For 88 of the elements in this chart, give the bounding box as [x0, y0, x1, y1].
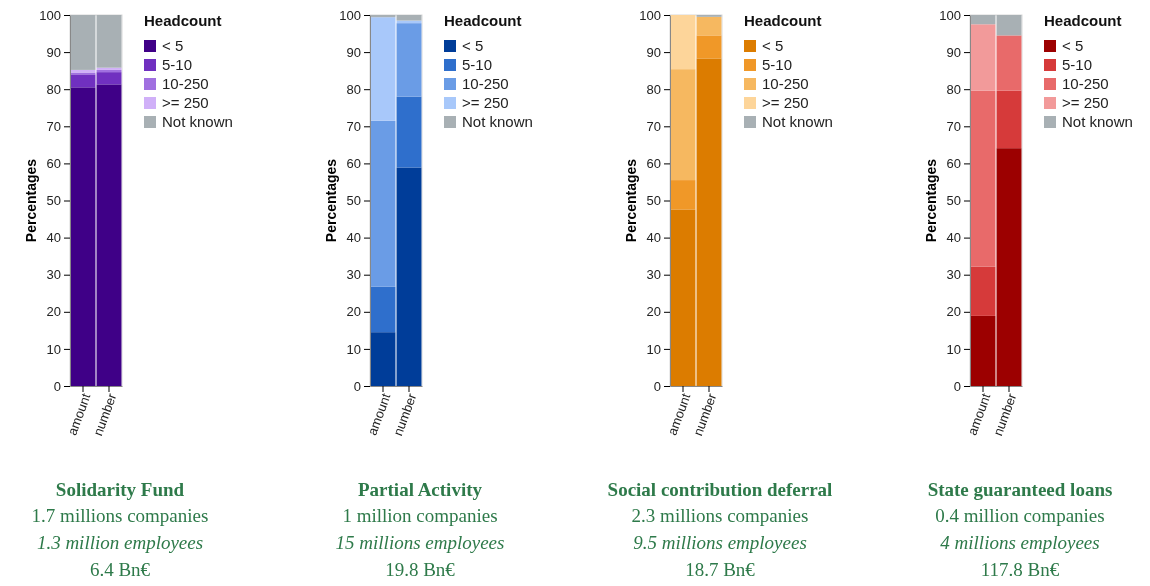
legend-label: < 5 [162, 37, 184, 55]
legend-label: >= 250 [162, 94, 209, 112]
text: 117.8 Bn€ [980, 559, 1060, 580]
y-tick-label: 30 [346, 267, 361, 283]
legend-label: < 5 [1062, 37, 1084, 55]
y-tick-label: 100 [339, 7, 361, 23]
y-tick-label: 60 [46, 156, 61, 172]
y-axis-title: Percentages [923, 158, 939, 243]
y-tick-label: 100 [39, 7, 61, 23]
y-axis-title: Percentages [623, 158, 639, 243]
y-tick-label: 80 [946, 81, 961, 97]
y-tick-label: 0 [353, 378, 361, 394]
text: 9.5 millions employees [633, 532, 807, 553]
y-axis-title: Percentages [23, 158, 39, 243]
y-tick-label: 40 [46, 230, 61, 246]
legend-label: >= 250 [762, 94, 809, 112]
text: 1.7 millions companies [31, 505, 209, 526]
text: 19.8 Bn€ [385, 559, 456, 580]
y-tick-label: 70 [646, 118, 661, 134]
text: 2.3 millions companies [631, 505, 809, 526]
y-tick-label: 80 [46, 81, 61, 97]
text: Partial Activity [358, 479, 483, 500]
y-tick-label: 50 [946, 193, 961, 209]
legend-label: 5-10 [1062, 56, 1093, 74]
y-tick-label: 30 [46, 267, 61, 283]
y-tick-label: 70 [346, 118, 361, 134]
y-tick-label: 70 [46, 118, 61, 134]
text: 1 million companies [342, 505, 498, 526]
legend-label: Not known [162, 113, 233, 131]
y-tick-label: 20 [46, 304, 61, 320]
text: Solidarity Fund [55, 479, 185, 500]
text: 6.4 Bn€ [89, 559, 151, 580]
y-tick-label: 20 [646, 304, 661, 320]
y-tick-label: 10 [646, 341, 661, 357]
legend-label: Not known [762, 113, 833, 131]
y-tick-label: 90 [346, 44, 361, 60]
y-tick-label: 90 [646, 44, 661, 60]
y-tick-label: 100 [939, 7, 961, 23]
y-tick-label: 90 [46, 44, 61, 60]
y-tick-label: 50 [646, 193, 661, 209]
y-tick-label: 10 [946, 341, 961, 357]
y-tick-label: 60 [346, 156, 361, 172]
legend-title: Headcount [444, 12, 522, 29]
text: State guaranteed loans [927, 479, 1113, 500]
y-tick-label: 50 [46, 193, 61, 209]
legend-label: 5-10 [462, 56, 493, 74]
y-tick-label: 80 [646, 81, 661, 97]
text: 0.4 million companies [935, 505, 1105, 526]
y-tick-label: 90 [946, 44, 961, 60]
legend-label: 5-10 [162, 56, 193, 74]
y-tick-label: 40 [946, 230, 961, 246]
y-axis-title: Percentages [323, 158, 339, 243]
y-tick-label: 40 [346, 230, 361, 246]
legend-label: 10-250 [162, 75, 209, 93]
y-tick-label: 30 [646, 267, 661, 283]
text: 15 millions employees [335, 532, 505, 553]
y-tick-label: 30 [946, 267, 961, 283]
legend-label: < 5 [462, 37, 484, 55]
legend-label: 5-10 [762, 56, 793, 74]
y-tick-label: 50 [346, 193, 361, 209]
legend-label: Not known [1062, 113, 1133, 131]
y-tick-label: 80 [346, 81, 361, 97]
legend-label: >= 250 [1062, 94, 1109, 112]
legend-label: Not known [462, 113, 533, 131]
y-tick-label: 0 [53, 378, 61, 394]
text: 1.3 million employees [36, 532, 204, 553]
text: Social contribution deferral [607, 479, 833, 500]
legend-label: 10-250 [762, 75, 809, 93]
legend-title: Headcount [1044, 12, 1122, 29]
y-tick-label: 0 [653, 378, 661, 394]
y-tick-label: 10 [46, 341, 61, 357]
y-tick-label: 100 [639, 7, 661, 23]
legend-title: Headcount [744, 12, 822, 29]
legend-label: 10-250 [1062, 75, 1109, 93]
y-tick-label: 0 [953, 378, 961, 394]
legend-title: Headcount [144, 12, 222, 29]
legend-label: 10-250 [462, 75, 509, 93]
text: 18.7 Bn€ [685, 559, 756, 580]
y-tick-label: 70 [946, 118, 961, 134]
legend-label: >= 250 [462, 94, 509, 112]
y-tick-label: 20 [346, 304, 361, 320]
y-tick-label: 20 [946, 304, 961, 320]
legend-label: < 5 [762, 37, 784, 55]
y-tick-label: 10 [346, 341, 361, 357]
y-tick-label: 60 [946, 156, 961, 172]
text: 4 millions employees [940, 532, 1100, 553]
y-tick-label: 60 [646, 156, 661, 172]
y-tick-label: 40 [646, 230, 661, 246]
